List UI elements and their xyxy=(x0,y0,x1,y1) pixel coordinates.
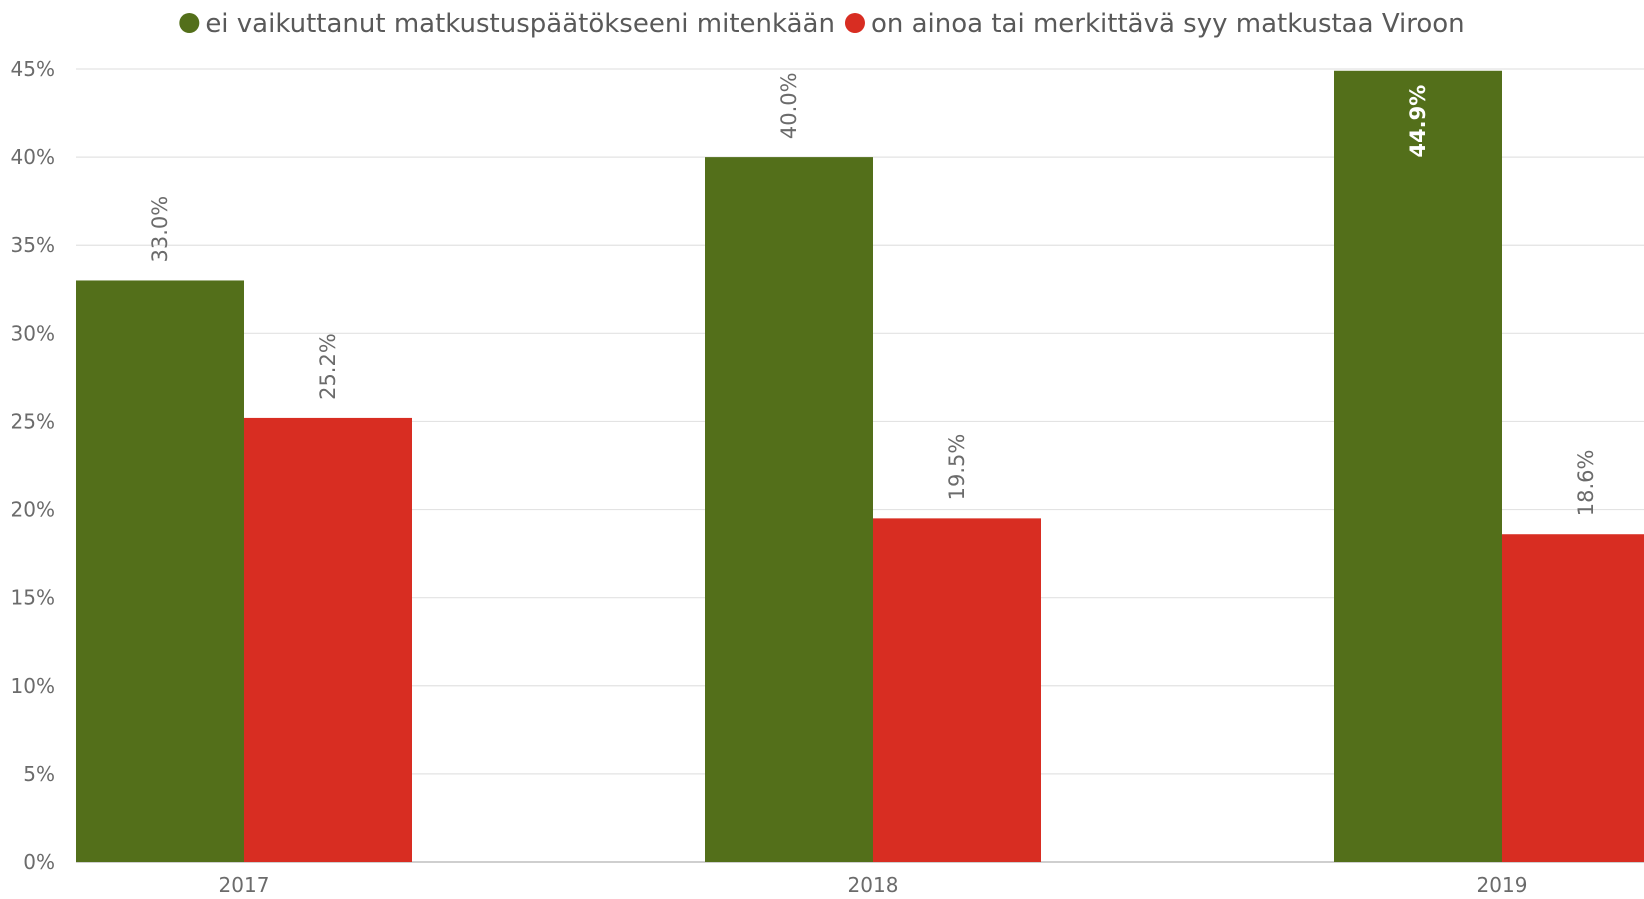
bar xyxy=(76,280,244,862)
y-tick-label: 5% xyxy=(23,762,55,786)
bar xyxy=(1334,71,1502,862)
data-label: 33.0% xyxy=(148,196,172,263)
y-axis: 0% 5% 10% 15% 20% 25% 30% 35% 40% 45% xyxy=(11,57,55,874)
data-label: 40.0% xyxy=(777,72,801,139)
data-label: 19.5% xyxy=(945,434,969,501)
bars xyxy=(76,71,1644,862)
y-tick-label: 15% xyxy=(11,586,55,610)
legend-marker xyxy=(845,13,865,33)
bar xyxy=(873,518,1041,862)
y-tick-label: 25% xyxy=(11,409,55,433)
x-tick-label: 2019 xyxy=(1477,873,1528,897)
y-tick-label: 30% xyxy=(11,321,55,345)
y-tick-label: 20% xyxy=(11,498,55,522)
y-tick-label: 40% xyxy=(11,145,55,169)
data-label: 25.2% xyxy=(316,333,340,400)
legend-label: on ainoa tai merkittävä syy matkustaa Vi… xyxy=(871,9,1465,39)
x-tick-label: 2017 xyxy=(219,873,270,897)
chart-legend: ei vaikuttanut matkustuspäätökseeni mite… xyxy=(179,9,1464,39)
legend-label: ei vaikuttanut matkustuspäätökseeni mite… xyxy=(205,9,835,39)
bar xyxy=(244,418,412,862)
data-label: 44.9% xyxy=(1406,85,1430,158)
y-tick-label: 35% xyxy=(11,233,55,257)
x-tick-label: 2018 xyxy=(848,873,899,897)
y-tick-label: 45% xyxy=(11,57,55,81)
legend-marker xyxy=(179,13,199,33)
y-tick-label: 10% xyxy=(11,674,55,698)
data-label: 18.6% xyxy=(1574,450,1598,517)
x-axis: 2017 2018 2019 xyxy=(219,873,1528,897)
y-tick-label: 0% xyxy=(23,850,55,874)
bar xyxy=(1502,534,1644,862)
bar xyxy=(705,157,873,862)
